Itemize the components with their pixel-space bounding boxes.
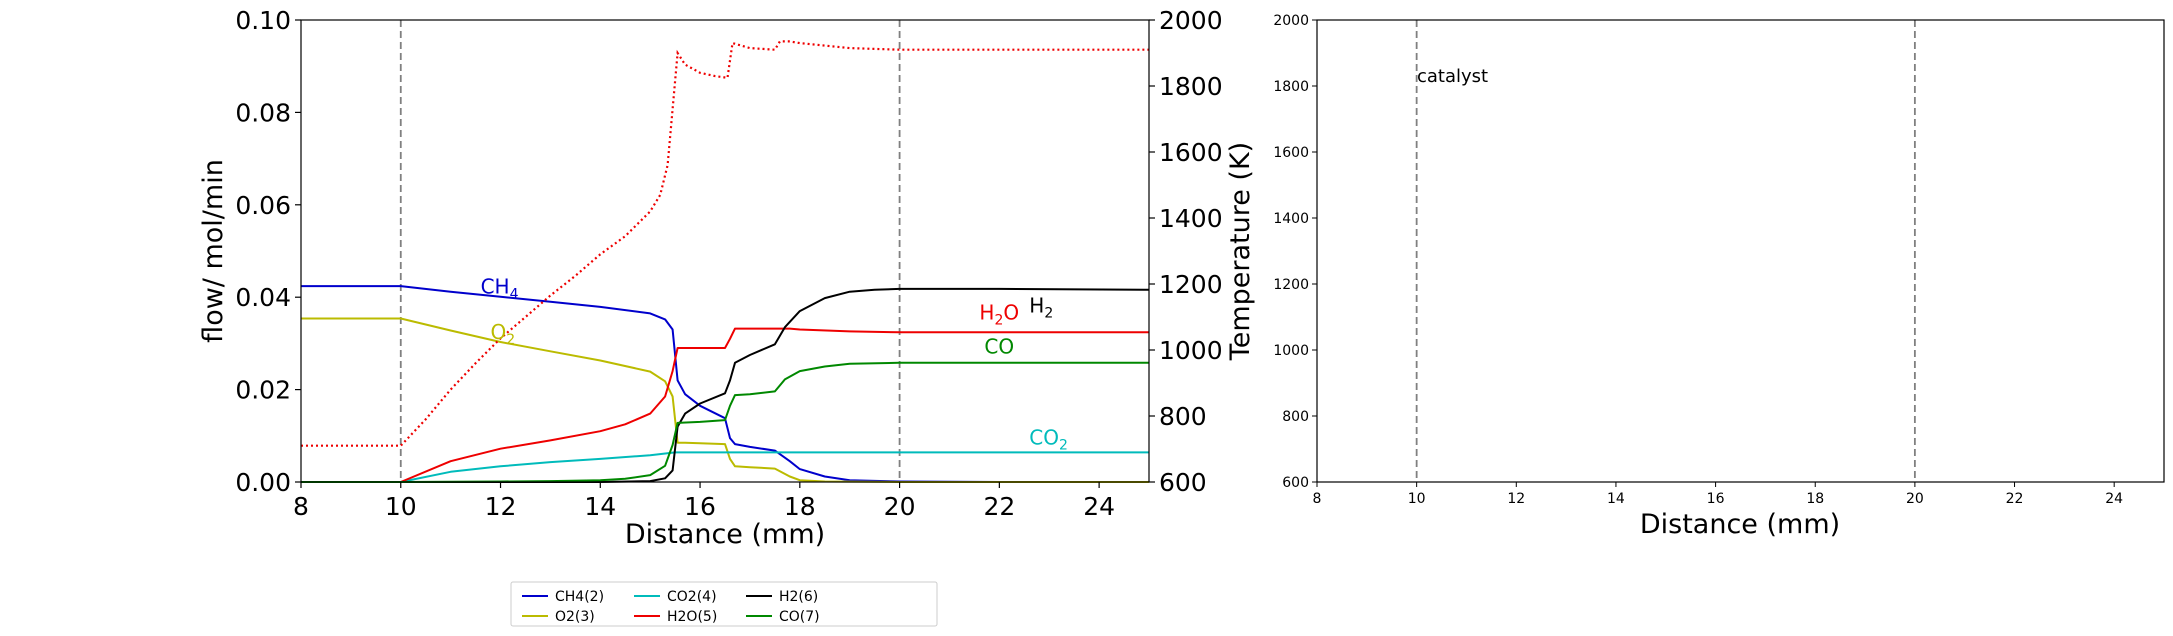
annotation-label: H2O — [979, 300, 1019, 328]
legend-box — [510, 581, 938, 627]
x-tick-label: 12 — [485, 492, 517, 521]
right-plot-frame — [1316, 19, 2165, 483]
series-CH4(2) — [301, 285, 1149, 483]
series-H2O(5) — [301, 327, 1149, 483]
legend: CH4(2) O2(3) CO2(4) H2O(5) H2(6) CO(7) — [510, 581, 938, 627]
y-tick-label: 0.04 — [235, 283, 291, 312]
y2-tick-label: 1000 — [1159, 336, 1223, 365]
right-y-axis-label: Temperature (K) — [1225, 142, 1256, 361]
x-tick-label: 24 — [2105, 491, 2123, 507]
y-tick-label: 0.08 — [235, 98, 291, 127]
x-tick-label: 20 — [1906, 491, 1924, 507]
y2-tick-label: 1200 — [1159, 270, 1223, 299]
x-tick-label: 8 — [293, 492, 309, 521]
left-y2-ticks: 600 800 1000 1200 1400 1600 1800 2000 — [1149, 6, 1223, 497]
y-tick-label: 1600 — [1273, 145, 1309, 161]
catalyst-label: catalyst — [1417, 66, 1488, 87]
x-tick-label: 16 — [1707, 491, 1725, 507]
temperature-series — [301, 40, 1149, 447]
y-tick-label: 1400 — [1273, 211, 1309, 227]
legend-label: H2(6) — [779, 589, 818, 605]
x-tick-label: 24 — [1083, 492, 1115, 521]
right-x-ticks: 8 10 12 14 16 18 20 22 24 — [1313, 482, 2123, 507]
legend-label: CH4(2) — [555, 589, 604, 605]
annotation-label: CO2 — [1029, 426, 1068, 454]
y2-tick-label: 1600 — [1159, 138, 1223, 167]
species-series — [301, 285, 1150, 483]
y2-tick-label: 1800 — [1159, 72, 1223, 101]
y-tick-label: 2000 — [1273, 13, 1309, 29]
left-x-axis-label: Distance (mm) — [625, 519, 825, 550]
right-y-ticks: 600 800 1000 1200 1400 1600 1800 2000 — [1273, 13, 1317, 491]
x-tick-label: 10 — [1408, 491, 1426, 507]
left-y-ticks: 0.00 0.02 0.04 0.06 0.08 0.10 — [235, 6, 301, 497]
y-tick-label: 0.10 — [235, 6, 291, 35]
series-CO2(4) — [301, 451, 1149, 483]
left-y-axis-label: flow/ mol/min — [198, 159, 229, 343]
x-tick-label: 20 — [884, 492, 916, 521]
legend-label: CO(7) — [779, 609, 820, 625]
y-tick-label: 1200 — [1273, 277, 1309, 293]
x-tick-label: 14 — [584, 492, 616, 521]
left-plot: 8 10 12 14 16 18 20 22 24 0.000.020.040.060.080.… — [198, 6, 1256, 627]
legend-label: CO2(4) — [667, 589, 717, 605]
left-x-ticks: 8 10 12 14 16 18 20 22 24 — [293, 482, 1115, 521]
legend-label: O2(3) — [555, 609, 595, 625]
left-plot-frame — [300, 19, 1150, 483]
y-tick-label: 0.06 — [235, 191, 291, 220]
y2-tick-label: 1400 — [1159, 204, 1223, 233]
y-tick-label: 0.02 — [235, 376, 291, 405]
annotation-label: CH4 — [481, 275, 519, 303]
y2-tick-label: 600 — [1159, 468, 1207, 497]
species-annotations: CH4 O2 H2O H2 CO CO2 — [481, 275, 1068, 454]
catalyst-boundaries-right — [1415, 20, 1916, 482]
annotation-label: H2 — [1029, 293, 1053, 321]
temperature-line — [301, 40, 1149, 447]
right-plot: 8 10 12 14 16 18 20 22 24 600 800 1000 1200 1400 1600… — [1273, 13, 2165, 540]
series-O2(3) — [301, 317, 1149, 483]
y-tick-label: 1800 — [1273, 79, 1309, 95]
y-tick-label: 1000 — [1273, 343, 1309, 359]
x-tick-label: 22 — [2006, 491, 2024, 507]
x-tick-label: 10 — [385, 492, 417, 521]
x-tick-label: 18 — [784, 492, 816, 521]
y-tick-label: 800 — [1282, 409, 1309, 425]
x-tick-label: 22 — [983, 492, 1015, 521]
annotation-label: O2 — [491, 320, 516, 348]
annotation-label: CO — [984, 335, 1014, 359]
x-tick-label: 18 — [1806, 491, 1824, 507]
y-tick-label: 0.00 — [235, 468, 291, 497]
legend-label: H2O(5) — [667, 609, 717, 625]
y-tick-label: 600 — [1282, 475, 1309, 491]
x-tick-label: 14 — [1607, 491, 1625, 507]
x-tick-label: 12 — [1507, 491, 1525, 507]
x-tick-label: 8 — [1313, 491, 1322, 507]
catalyst-boundaries — [399, 20, 901, 482]
y2-tick-label: 800 — [1159, 402, 1207, 431]
x-tick-label: 16 — [684, 492, 716, 521]
y2-tick-label: 2000 — [1159, 6, 1223, 35]
series-CO(7) — [301, 361, 1149, 483]
right-x-axis-label: Distance (mm) — [1640, 509, 1840, 540]
